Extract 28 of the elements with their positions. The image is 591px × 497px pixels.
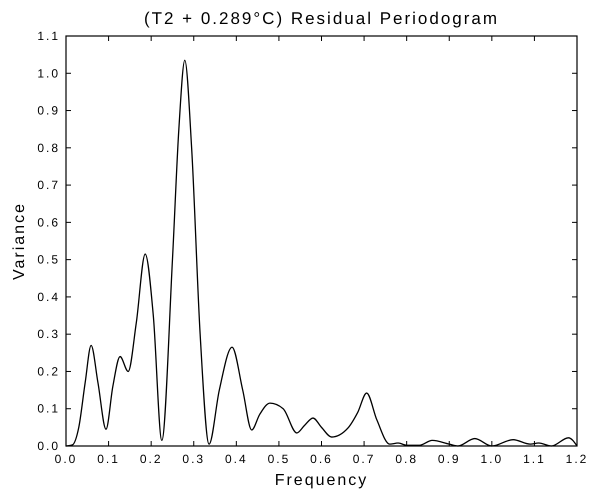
- x-tick-label: 0.9: [438, 452, 461, 466]
- y-tick-label: 0.8: [37, 140, 60, 155]
- x-tick-label: 0.1: [97, 452, 120, 466]
- x-tick-label: 1.1: [523, 452, 546, 466]
- x-tick-label: 0.2: [140, 452, 163, 466]
- y-tick-label: 0.0: [37, 439, 60, 453]
- chart-title: (T2 + 0.289°C) Residual Periodogram: [144, 9, 500, 28]
- y-tick-label: 0.1: [37, 402, 60, 416]
- y-tick-label: 1.1: [37, 29, 60, 43]
- x-tick-label: 0.3: [182, 452, 206, 466]
- x-tick-label: 1.0: [480, 452, 504, 466]
- y-tick-label: 0.3: [37, 327, 60, 342]
- x-axis-title: Frequency: [274, 472, 368, 489]
- x-tick-label: 0.4: [224, 452, 248, 466]
- x-tick-label: 0.0: [54, 452, 78, 466]
- x-tick-label: 0.6: [310, 452, 333, 466]
- y-tick-label: 0.5: [37, 252, 60, 267]
- y-tick-label: 0.7: [37, 178, 60, 192]
- y-axis-title: Variance: [11, 202, 28, 280]
- y-tick-label: 0.6: [37, 215, 60, 230]
- x-tick-label: 1.2: [566, 452, 588, 466]
- x-tick-label: 0.5: [268, 452, 290, 466]
- x-tick-label: 0.8: [395, 452, 418, 466]
- y-tick-label: 0.9: [37, 104, 60, 118]
- y-tick-label: 0.2: [37, 364, 60, 378]
- y-tick-label: 1.0: [37, 66, 60, 80]
- x-tick-label: 0.7: [352, 452, 376, 466]
- y-tick-label: 0.4: [37, 290, 60, 304]
